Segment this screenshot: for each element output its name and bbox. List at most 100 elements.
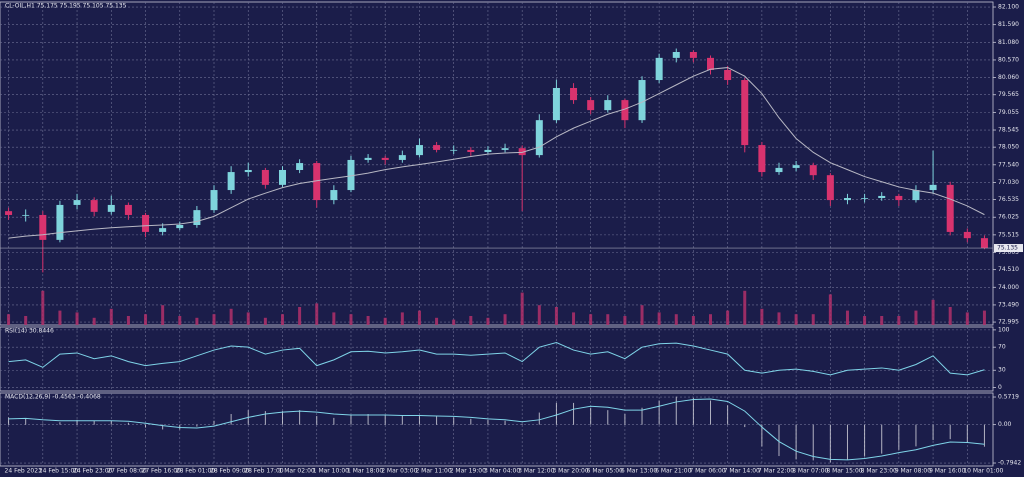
x-tick-label: 6 Mar 05:00 <box>587 468 623 475</box>
candle-body <box>552 87 560 121</box>
volume-bar <box>58 310 62 325</box>
y-tick-label: 74.000 <box>998 284 1019 291</box>
macd-histogram-bar <box>795 424 797 460</box>
volume-bar <box>92 317 96 325</box>
candle-body <box>364 157 372 160</box>
volume-bar <box>914 310 918 325</box>
macd-histogram-bar <box>521 423 523 425</box>
y-tick-label: 75.005 <box>998 249 1019 256</box>
macd-histogram-bar <box>299 410 301 425</box>
x-tick-label: 3 Mar 04:00 <box>484 468 520 475</box>
y-tick-label: 74.510 <box>998 266 1019 273</box>
volume-bar <box>126 316 130 325</box>
candle-body <box>621 100 629 121</box>
price-pane-title: CL-OIL,H1 75.175 75.195 75.105 75.135 <box>5 3 127 10</box>
volume-bar <box>349 314 353 325</box>
macd-histogram-bar <box>624 414 626 425</box>
macd-histogram-bar <box>607 410 609 425</box>
candle-body <box>826 175 834 201</box>
candle-body <box>980 238 988 249</box>
macd-histogram-bar <box>778 424 780 457</box>
candle-body <box>638 80 646 121</box>
candle-body <box>878 195 886 199</box>
candle-body <box>210 190 218 211</box>
y-tick-label: 0 <box>998 384 1002 391</box>
y-tick-label: 100 <box>998 326 1010 333</box>
candle-body <box>501 148 509 150</box>
macd-histogram-bar <box>966 424 968 444</box>
macd-histogram-bar <box>453 417 455 425</box>
candle-body <box>278 169 286 185</box>
candle-body <box>56 204 64 240</box>
macd-histogram-bar <box>8 417 10 425</box>
volume-bar <box>760 308 764 325</box>
y-tick-label: 30 <box>998 367 1006 374</box>
volume-bar <box>7 314 11 325</box>
volume-bar <box>811 314 815 325</box>
macd-histogram-bar <box>418 414 420 425</box>
candle-body <box>124 204 132 215</box>
candle-body <box>946 184 954 232</box>
macd-histogram-bar <box>692 398 694 425</box>
candle-body <box>604 100 612 111</box>
candle-body <box>758 145 766 173</box>
x-tick-label: 8 Mar 23:00 <box>861 468 897 475</box>
macd-histogram-bar <box>367 414 369 425</box>
y-tick-label: 72.995 <box>998 319 1019 326</box>
candle-body <box>22 214 30 216</box>
y-tick-label: 78.545 <box>998 127 1019 134</box>
volume-bar <box>315 303 319 325</box>
candle-body <box>929 184 937 191</box>
volume-bar <box>24 316 28 325</box>
candle-body <box>570 87 578 101</box>
x-tick-label: 7 Mar 06:00 <box>689 468 725 475</box>
y-tick-label: 70 <box>998 344 1006 351</box>
last-price-label: 75.135 <box>997 245 1018 252</box>
candle-body <box>107 204 115 212</box>
candle-body <box>296 163 304 170</box>
candle-body <box>741 80 749 146</box>
volume-bar <box>777 312 781 325</box>
candle-body <box>5 211 13 215</box>
volume-bar <box>178 316 182 325</box>
candle-body <box>142 214 150 232</box>
volume-bar <box>41 290 45 325</box>
candle-body <box>313 163 321 201</box>
volume-bar <box>828 294 832 325</box>
y-tick-label: 79.565 <box>998 91 1019 98</box>
volume-bar <box>845 310 849 325</box>
x-tick-label: 3 Mar 12:00 <box>518 468 554 475</box>
volume-bar <box>794 314 798 325</box>
candle-body <box>707 57 715 70</box>
macd-pane-title: MACD(12,26,9) -0.4563 -0.4068 <box>5 394 101 401</box>
macd-histogram-bar <box>350 414 352 425</box>
volume-bar <box>623 316 627 325</box>
volume-bar <box>743 290 747 325</box>
volume-bar <box>554 307 558 325</box>
volume-bar <box>897 316 901 325</box>
macd-histogram-bar <box>145 424 147 428</box>
candle-body <box>347 159 355 191</box>
candle-body <box>176 225 184 229</box>
macd-histogram-bar <box>333 417 335 425</box>
volume-bar <box>691 316 695 325</box>
candle-body <box>415 145 423 156</box>
candle-body <box>861 198 869 199</box>
x-tick-label: 7 Mar 22:00 <box>758 468 794 475</box>
rsi-line <box>8 342 985 376</box>
candle-body <box>587 100 595 111</box>
macd-histogram-bar <box>675 396 677 425</box>
x-tick-label: 8 Mar 07:00 <box>792 468 828 475</box>
macd-histogram-bar <box>281 411 283 425</box>
moving-average <box>8 67 985 239</box>
candle-body <box>159 228 167 232</box>
candle-body <box>775 167 783 173</box>
volume-bar <box>657 312 661 325</box>
volume-bar <box>880 316 884 325</box>
macd-histogram-bar <box>384 414 386 425</box>
macd-histogram-bar <box>846 424 848 460</box>
volume-bar <box>948 307 952 325</box>
macd-histogram-bar <box>555 402 557 425</box>
y-tick-label: 81.590 <box>998 21 1019 28</box>
